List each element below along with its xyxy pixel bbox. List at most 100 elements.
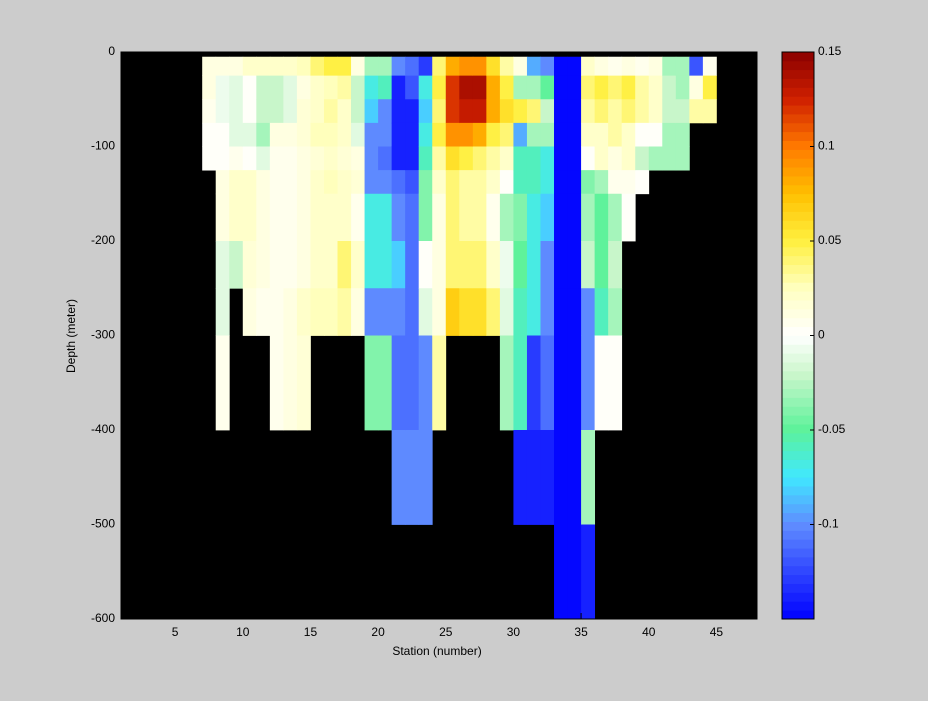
cell — [269, 241, 284, 289]
cell — [215, 170, 230, 195]
colorbar-swatch — [782, 503, 814, 514]
cell — [594, 335, 609, 431]
cell — [283, 335, 298, 431]
cell — [594, 75, 609, 100]
colorbar-tick-label: -0.05 — [818, 422, 846, 436]
cell — [621, 75, 636, 100]
cell — [337, 56, 352, 77]
y-tick-label: 0 — [108, 44, 115, 58]
cell — [296, 170, 311, 195]
cell — [296, 335, 311, 431]
cell — [472, 99, 487, 124]
cell — [283, 99, 298, 124]
cell — [621, 56, 636, 77]
cell — [567, 241, 582, 289]
cell — [296, 241, 311, 289]
cell — [378, 122, 393, 147]
cell — [364, 241, 379, 289]
cell — [337, 193, 352, 242]
cell — [432, 288, 447, 336]
cell — [540, 241, 555, 289]
cell — [581, 241, 596, 289]
x-tick-label: 40 — [642, 625, 656, 639]
cell — [675, 146, 690, 171]
cell — [554, 99, 568, 124]
cell — [296, 193, 311, 242]
cell — [364, 335, 379, 431]
colorbar-swatch — [782, 530, 814, 540]
cell — [323, 241, 338, 289]
cell — [378, 146, 393, 171]
cell — [283, 288, 298, 336]
cell — [378, 241, 393, 289]
cell — [635, 170, 650, 195]
cell — [526, 122, 541, 147]
colorbar-swatch — [782, 477, 814, 487]
colorbar-swatch — [782, 556, 814, 567]
cell — [499, 288, 514, 336]
cell — [648, 56, 663, 77]
cell — [418, 170, 433, 195]
cell — [405, 335, 420, 431]
cell — [432, 75, 447, 100]
cell — [702, 56, 717, 77]
cell — [391, 335, 406, 431]
cell — [459, 99, 474, 124]
y-tick-label: -200 — [91, 233, 115, 247]
colorbar-swatch — [782, 193, 814, 204]
cell — [635, 75, 650, 100]
cell — [337, 288, 352, 336]
cell — [526, 193, 541, 242]
cell — [581, 122, 596, 147]
cell — [351, 146, 365, 171]
cell — [513, 241, 528, 289]
cell — [621, 99, 636, 124]
colorbar-swatch — [782, 255, 814, 266]
cell — [323, 99, 338, 124]
colorbar-swatch — [782, 441, 814, 452]
cell — [215, 122, 230, 147]
cell — [256, 241, 271, 289]
cell — [323, 75, 338, 100]
cell — [256, 288, 271, 336]
colorbar-swatch — [782, 87, 814, 97]
colorbar-swatch — [782, 317, 814, 328]
cell — [635, 56, 650, 77]
y-tick-label: -300 — [91, 328, 115, 342]
cell — [242, 99, 257, 124]
cell — [323, 193, 338, 242]
cell — [418, 122, 433, 147]
cell — [486, 241, 501, 289]
colorbar-swatch — [782, 353, 814, 363]
cell — [513, 170, 528, 195]
x-tick-label: 20 — [371, 625, 385, 639]
cell — [391, 146, 406, 171]
cell — [554, 288, 568, 336]
cell — [242, 56, 257, 77]
cell — [432, 335, 447, 431]
colorbar-swatch — [782, 291, 814, 301]
cell — [499, 146, 514, 171]
cell — [526, 75, 541, 100]
cell — [445, 99, 460, 124]
cell — [608, 75, 623, 100]
colorbar-swatch — [782, 362, 814, 372]
cell — [418, 288, 433, 336]
cell — [202, 75, 217, 100]
colorbar-swatch — [782, 308, 814, 319]
cell — [581, 170, 596, 195]
colorbar-swatch — [782, 140, 814, 150]
cell — [432, 99, 447, 124]
cell — [351, 193, 365, 242]
cell — [581, 56, 596, 77]
cell — [608, 288, 623, 336]
cell — [418, 56, 433, 77]
colorbar-swatch — [782, 122, 814, 133]
cell — [351, 75, 365, 100]
cell — [526, 99, 541, 124]
cell — [215, 75, 230, 100]
colorbar-swatch — [782, 167, 814, 177]
cell — [351, 241, 365, 289]
colorbar-swatch — [782, 264, 814, 274]
cell — [256, 75, 271, 100]
